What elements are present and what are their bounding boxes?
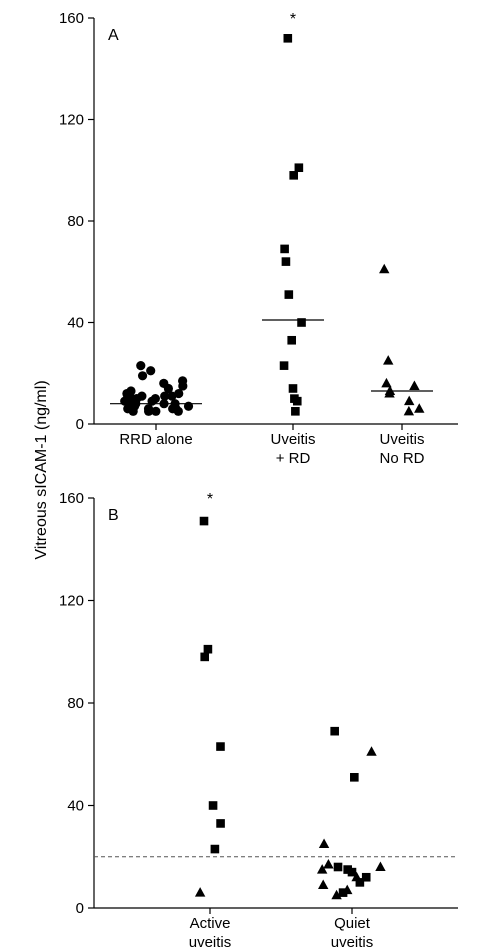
significance-annotation: * xyxy=(290,11,296,28)
x-tick-label: uveitis xyxy=(189,934,232,948)
y-tick-label: 80 xyxy=(67,695,84,712)
y-tick-label: 0 xyxy=(76,900,84,917)
data-point-triangle xyxy=(414,403,425,413)
data-point-circle xyxy=(173,406,183,416)
data-point-triangle xyxy=(409,380,420,390)
data-point-square xyxy=(208,801,218,810)
data-point-circle xyxy=(146,366,156,376)
data-point-triangle xyxy=(331,889,342,900)
significance-annotation: * xyxy=(207,491,213,508)
data-point-triangle xyxy=(384,388,395,398)
data-point-square xyxy=(289,171,298,180)
data-point-square xyxy=(280,244,289,254)
data-point-circle xyxy=(167,391,177,401)
panel-a: 0 40 80 120 160 A RRD alone Uveitis + RD Uveitis N… xyxy=(59,10,458,467)
y-tick-label: 120 xyxy=(59,593,84,610)
data-point-triangle xyxy=(366,746,377,756)
data-point-square xyxy=(355,878,365,887)
x-tick-label: Uveitis xyxy=(270,431,315,448)
data-point-triangle xyxy=(317,879,329,889)
data-point-square xyxy=(361,872,371,882)
y-tick-label: 160 xyxy=(59,10,84,27)
data-point-square xyxy=(291,407,300,416)
data-point-circle xyxy=(151,406,161,416)
data-point-square xyxy=(294,163,304,173)
data-point-triangle xyxy=(381,377,392,388)
data-point-square xyxy=(347,867,357,877)
data-point-circle xyxy=(178,381,188,391)
data-point-circle xyxy=(128,406,138,416)
data-point-square xyxy=(210,844,220,854)
data-point-triangle xyxy=(194,887,206,897)
x-tick-label: Uveitis xyxy=(379,431,424,448)
data-point-triangle xyxy=(404,395,415,406)
data-point-square xyxy=(199,516,209,526)
data-point-square xyxy=(288,384,298,393)
x-tick-label: Active xyxy=(190,915,231,932)
y-tick-label: 40 xyxy=(67,315,84,332)
x-tick-label: Quiet xyxy=(334,915,371,932)
data-point-triangle xyxy=(403,405,415,416)
data-point-circle xyxy=(137,371,148,381)
data-point-square xyxy=(279,361,289,370)
data-point-square xyxy=(333,862,343,872)
data-point-square xyxy=(287,335,297,345)
y-tick-label: 120 xyxy=(59,112,84,129)
data-point-square xyxy=(216,742,225,751)
y-tick-label: 80 xyxy=(67,213,84,230)
data-point-circle xyxy=(183,401,194,411)
data-point-square xyxy=(350,773,359,782)
y-tick-label: 40 xyxy=(67,798,84,815)
data-point-square xyxy=(338,888,348,897)
data-point-triangle xyxy=(316,864,328,874)
data-point-square xyxy=(292,396,302,406)
data-point-square xyxy=(283,34,293,43)
data-point-square xyxy=(343,865,352,874)
data-point-circle xyxy=(160,391,170,401)
data-point-square xyxy=(281,257,291,266)
data-point-triangle xyxy=(375,861,386,871)
data-point-triangle xyxy=(318,838,330,848)
data-point-circle xyxy=(163,383,174,394)
y-tick-label: 0 xyxy=(76,416,84,433)
x-tick-label: + RD xyxy=(276,450,311,467)
data-point-square xyxy=(200,652,210,662)
data-point-circle xyxy=(136,361,146,371)
y-axis-label: Vitreous sICAM-1 (ng/ml) xyxy=(33,380,50,559)
data-point-square xyxy=(216,819,225,828)
x-tick-label: uveitis xyxy=(331,934,374,948)
data-point-circle xyxy=(144,406,154,416)
x-tick-label: RRD alone xyxy=(119,431,192,448)
data-point-square xyxy=(284,290,294,299)
panel-b: 0 40 80 120 160 B Active uveitis Quiet uveitis * xyxy=(59,490,458,948)
data-point-triangle xyxy=(383,355,394,365)
data-point-square xyxy=(203,644,213,654)
panel-label: A xyxy=(108,27,119,44)
panel-label: B xyxy=(108,507,119,524)
data-point-square xyxy=(297,318,306,327)
data-point-square xyxy=(330,726,339,736)
data-point-triangle xyxy=(323,858,334,869)
x-tick-label: No RD xyxy=(379,450,424,467)
data-point-triangle xyxy=(379,263,390,274)
y-tick-label: 160 xyxy=(59,490,84,507)
